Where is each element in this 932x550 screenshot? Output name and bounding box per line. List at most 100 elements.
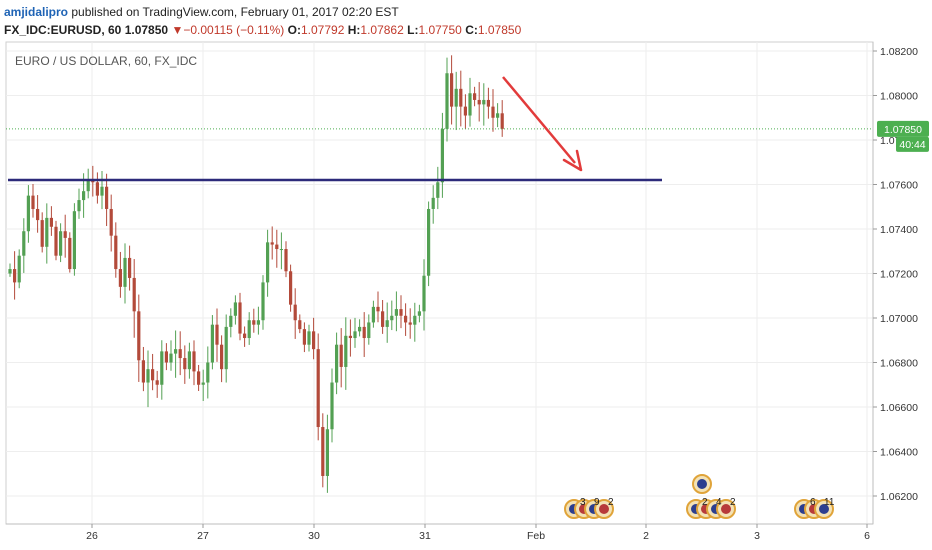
candle-body xyxy=(243,333,247,339)
candle-body xyxy=(86,180,90,192)
plot-area[interactable] xyxy=(5,41,874,525)
candle-body xyxy=(293,304,297,321)
candle-body xyxy=(473,93,477,100)
candle-body xyxy=(123,257,127,287)
price-tags: 1.07850 40:44 xyxy=(877,120,929,152)
publish-line: amjidalipro published on TradingView.com… xyxy=(4,5,399,19)
drawings xyxy=(6,76,873,182)
time-axis[interactable]: 26 27 30 31 Feb 2 3 6 xyxy=(86,524,870,542)
price-tick-label: 1.07200 xyxy=(880,269,918,281)
author-link[interactable]: amjidalipro xyxy=(4,5,69,19)
time-tick-label: 30 xyxy=(308,530,320,542)
candle-body xyxy=(381,311,385,327)
candle-body xyxy=(266,242,270,283)
high-label: H: xyxy=(347,23,361,37)
candle-body xyxy=(63,231,67,238)
chart-header: amjidalipro published on TradingView.com… xyxy=(0,0,932,42)
price-tick-label: 1.06600 xyxy=(880,402,918,414)
candle-body xyxy=(307,331,311,345)
candle-body xyxy=(128,257,132,278)
candle-body xyxy=(275,244,279,250)
price-tick-label: 1.06400 xyxy=(880,447,918,459)
candle-body xyxy=(491,106,495,118)
symbol-label: FX_IDC:EURUSD, 60 xyxy=(4,23,122,37)
candle-body xyxy=(270,242,274,245)
candle-body xyxy=(339,344,343,367)
eu-flag-inner xyxy=(697,479,707,489)
candle-body xyxy=(256,320,260,325)
candle-body xyxy=(247,320,251,339)
time-tick-label: 27 xyxy=(197,530,209,542)
candle-body xyxy=(399,309,403,316)
candle-body xyxy=(298,320,302,330)
candle-body xyxy=(17,255,21,283)
candle-body xyxy=(68,237,72,270)
candle-body xyxy=(440,128,444,183)
candle-body xyxy=(436,182,440,198)
event-count-label: 11 xyxy=(824,497,835,508)
candle-body xyxy=(215,324,219,345)
candle-body xyxy=(261,282,265,321)
candle-body xyxy=(36,208,40,221)
candle-body xyxy=(348,335,352,339)
high-value: 1.07862 xyxy=(360,23,404,37)
candle-body xyxy=(201,382,205,385)
candle-body xyxy=(210,324,214,363)
candle-body xyxy=(427,208,431,276)
chart-title: EURO / US DOLLAR, 60, FX_IDC xyxy=(15,54,197,68)
price-tick-label: 1.08200 xyxy=(880,46,918,58)
close-value: 1.07850 xyxy=(477,23,522,37)
candle-body xyxy=(26,195,30,232)
event-group: 6 11 xyxy=(794,497,835,519)
candle-body xyxy=(316,349,320,428)
time-tick-label: 3 xyxy=(754,530,760,542)
candle-body xyxy=(431,197,435,209)
candle-body xyxy=(114,235,118,270)
candle-body xyxy=(330,382,334,430)
candle-body xyxy=(312,331,316,350)
price-tick-label: 1.07600 xyxy=(880,180,918,192)
event-flag-inner xyxy=(819,504,829,514)
trend-arrow-shaft xyxy=(502,76,576,164)
candle-body xyxy=(335,344,339,383)
price-tick-label: 1.08000 xyxy=(880,91,918,103)
candle-body xyxy=(376,306,380,312)
time-tick-label: 6 xyxy=(864,530,870,542)
price-axis[interactable]: 1.082001.080001.078001.076001.074001.072… xyxy=(873,46,918,503)
candle-body xyxy=(197,371,201,385)
candle-body xyxy=(49,217,53,227)
candle-body xyxy=(118,269,122,287)
candle-body xyxy=(279,249,283,251)
countdown-tag xyxy=(896,136,929,152)
candle-body xyxy=(238,302,242,334)
last-price-tag-label: 1.07850 xyxy=(884,124,922,136)
open-value: 1.07792 xyxy=(300,23,345,37)
price-tick-label: 1.07000 xyxy=(880,313,918,325)
candle-body xyxy=(13,269,17,283)
low-value: 1.07750 xyxy=(418,23,462,37)
open-label: O: xyxy=(287,23,301,37)
low-label: L: xyxy=(407,23,419,37)
candle-body xyxy=(8,269,12,274)
candle-body xyxy=(385,320,389,327)
candle-body xyxy=(132,277,136,312)
candle-body xyxy=(31,195,35,209)
time-tick-label: 2 xyxy=(643,530,649,542)
price-change: −0.00115 (−0.11%) xyxy=(183,23,285,37)
event-count-label: 2 xyxy=(608,497,614,508)
candle-body xyxy=(192,351,196,372)
candle-body xyxy=(404,315,408,323)
candle-body xyxy=(486,99,490,107)
candle-body xyxy=(174,349,178,354)
event-count-label: 3 xyxy=(580,497,586,508)
price-tick-label: 1.06800 xyxy=(880,358,918,370)
event-count-label: 4 xyxy=(716,497,722,508)
candle-body xyxy=(371,306,375,323)
candle-body xyxy=(417,311,421,316)
candle-body xyxy=(22,231,26,256)
time-tick-label: 31 xyxy=(419,530,431,542)
last-price-tag xyxy=(877,120,929,137)
